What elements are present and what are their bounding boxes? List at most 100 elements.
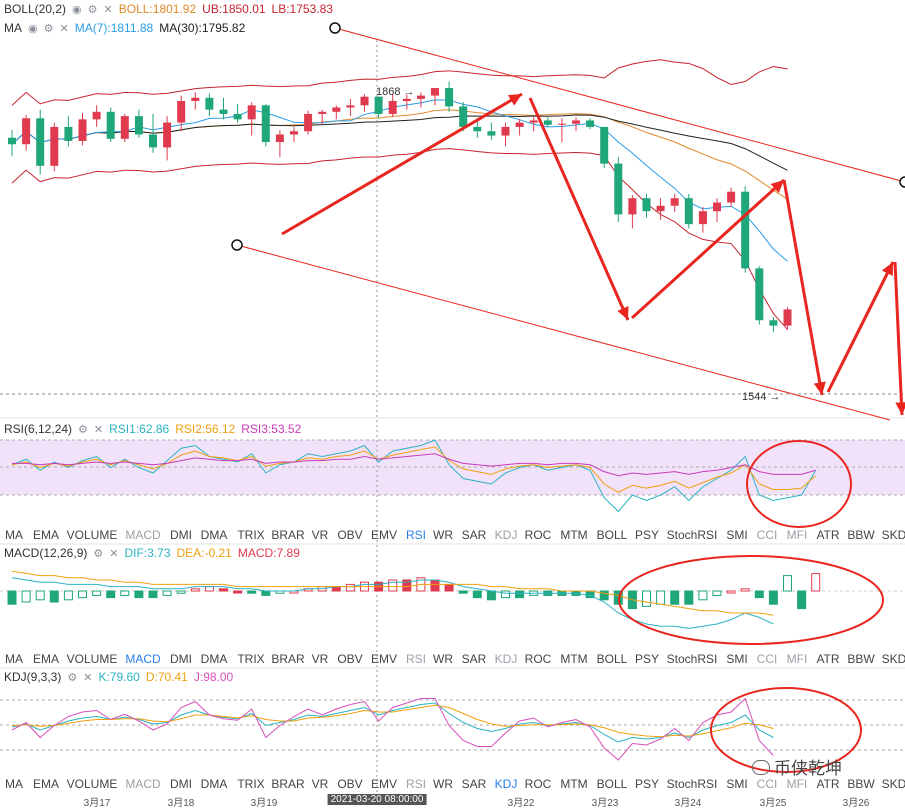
eye-icon[interactable]: ◉ xyxy=(72,3,82,16)
gear-icon[interactable]: ⚙ xyxy=(93,547,104,560)
macd-highlight-ellipse xyxy=(618,555,884,645)
tab-emv[interactable]: EMV xyxy=(370,528,398,542)
tab-skd[interactable]: SKD xyxy=(881,777,905,791)
tab-skd[interactable]: SKD xyxy=(881,528,905,542)
tab-obv[interactable]: OBV xyxy=(337,777,363,791)
tab-ema[interactable]: EMA xyxy=(32,528,60,542)
tab-roc[interactable]: ROC xyxy=(524,777,552,791)
tab-mtm[interactable]: MTM xyxy=(560,528,588,542)
tab-ma[interactable]: MA xyxy=(5,652,23,666)
boll-legend: BOLL(20,2) ◉ ⚙ ✕ BOLL:1801.92 UB:1850.01… xyxy=(4,2,333,16)
tab-dmi[interactable]: DMI xyxy=(170,777,192,791)
tab-trix[interactable]: TRIX xyxy=(237,528,265,542)
tab-atr[interactable]: ATR xyxy=(816,777,840,791)
tab-mtm[interactable]: MTM xyxy=(560,777,588,791)
tab-vr[interactable]: VR xyxy=(311,652,329,666)
tab-rsi[interactable]: RSI xyxy=(405,652,427,666)
tab-mfi[interactable]: MFI xyxy=(786,777,808,791)
macd-bar xyxy=(92,590,102,596)
tab-atr[interactable]: ATR xyxy=(816,652,840,666)
tab-ma[interactable]: MA xyxy=(5,777,23,791)
close-icon[interactable]: ✕ xyxy=(109,547,119,560)
eye-icon[interactable]: ◉ xyxy=(28,22,38,35)
tab-mtm[interactable]: MTM xyxy=(560,652,588,666)
close-icon[interactable]: ✕ xyxy=(93,423,104,436)
date-label: 3月23 xyxy=(591,798,619,809)
tab-dma[interactable]: DMA xyxy=(200,528,228,542)
tab-ema[interactable]: EMA xyxy=(32,777,60,791)
tab-stochrsi[interactable]: StochRSI xyxy=(666,528,718,542)
close-icon[interactable]: ✕ xyxy=(59,22,69,35)
tab-boll[interactable]: BOLL xyxy=(596,652,628,666)
tab-stochrsi[interactable]: StochRSI xyxy=(666,777,718,791)
tab-rsi[interactable]: RSI xyxy=(405,777,427,791)
tab-mfi[interactable]: MFI xyxy=(786,528,808,542)
tab-sar[interactable]: SAR xyxy=(461,528,487,542)
tab-vr[interactable]: VR xyxy=(311,777,329,791)
tab-emv[interactable]: EMV xyxy=(370,652,398,666)
tab-smi[interactable]: SMI xyxy=(726,777,748,791)
tab-skd[interactable]: SKD xyxy=(881,652,905,666)
tab-vr[interactable]: VR xyxy=(311,528,329,542)
tab-macd[interactable]: MACD xyxy=(125,652,161,666)
macd-bar xyxy=(78,590,87,599)
tab-rsi[interactable]: RSI xyxy=(405,528,427,542)
tab-sar[interactable]: SAR xyxy=(461,652,487,666)
tab-trix[interactable]: TRIX xyxy=(237,652,265,666)
tab-dmi[interactable]: DMI xyxy=(170,528,192,542)
tab-kdj[interactable]: KDJ xyxy=(494,652,518,666)
tab-brar[interactable]: BRAR xyxy=(271,777,305,791)
tab-stochrsi[interactable]: StochRSI xyxy=(666,652,718,666)
tab-obv[interactable]: OBV xyxy=(337,652,363,666)
tab-ma[interactable]: MA xyxy=(5,528,23,542)
tab-volume[interactable]: VOLUME xyxy=(66,528,118,542)
tab-volume[interactable]: VOLUME xyxy=(66,652,118,666)
candle-body xyxy=(50,126,59,166)
tab-dma[interactable]: DMA xyxy=(200,777,228,791)
tab-macd[interactable]: MACD xyxy=(125,528,161,542)
tab-volume[interactable]: VOLUME xyxy=(66,777,118,791)
tab-psy[interactable]: PSY xyxy=(634,652,660,666)
tab-psy[interactable]: PSY xyxy=(634,528,660,542)
gear-icon[interactable]: ⚙ xyxy=(43,22,54,35)
tab-trix[interactable]: TRIX xyxy=(237,777,265,791)
tab-mfi[interactable]: MFI xyxy=(786,652,808,666)
gear-icon[interactable]: ⚙ xyxy=(67,671,78,684)
tab-wr[interactable]: WR xyxy=(433,652,453,666)
close-icon[interactable]: ✕ xyxy=(103,3,113,16)
tab-cci[interactable]: CCI xyxy=(756,777,778,791)
tab-obv[interactable]: OBV xyxy=(337,528,363,542)
candle-body xyxy=(656,205,665,212)
dea-line xyxy=(11,570,774,616)
tab-smi[interactable]: SMI xyxy=(726,652,748,666)
date-label: 3月19 xyxy=(250,798,278,809)
tab-kdj[interactable]: KDJ xyxy=(494,777,518,791)
tab-cci[interactable]: CCI xyxy=(756,652,778,666)
tab-boll[interactable]: BOLL xyxy=(596,528,628,542)
tab-brar[interactable]: BRAR xyxy=(271,528,305,542)
tab-boll[interactable]: BOLL xyxy=(596,777,628,791)
close-icon[interactable]: ✕ xyxy=(83,671,93,684)
tab-psy[interactable]: PSY xyxy=(634,777,660,791)
tab-kdj[interactable]: KDJ xyxy=(494,528,518,542)
tab-ema[interactable]: EMA xyxy=(32,652,60,666)
tab-dma[interactable]: DMA xyxy=(200,652,228,666)
tab-roc[interactable]: ROC xyxy=(524,528,552,542)
tab-brar[interactable]: BRAR xyxy=(271,652,305,666)
tab-emv[interactable]: EMV xyxy=(370,777,398,791)
tab-bbw[interactable]: BBW xyxy=(847,777,875,791)
tab-cci[interactable]: CCI xyxy=(756,528,778,542)
tab-atr[interactable]: ATR xyxy=(816,528,840,542)
tab-sar[interactable]: SAR xyxy=(461,777,487,791)
tab-wr[interactable]: WR xyxy=(433,777,453,791)
tab-dmi[interactable]: DMI xyxy=(170,652,192,666)
gear-icon[interactable]: ⚙ xyxy=(87,3,98,16)
tab-wr[interactable]: WR xyxy=(433,528,453,542)
tab-roc[interactable]: ROC xyxy=(524,652,552,666)
tab-macd[interactable]: MACD xyxy=(125,777,161,791)
tab-bbw[interactable]: BBW xyxy=(847,652,875,666)
tab-bbw[interactable]: BBW xyxy=(847,528,875,542)
high-label: 1868 → xyxy=(376,86,415,98)
tab-smi[interactable]: SMI xyxy=(726,528,748,542)
gear-icon[interactable]: ⚙ xyxy=(78,423,88,436)
